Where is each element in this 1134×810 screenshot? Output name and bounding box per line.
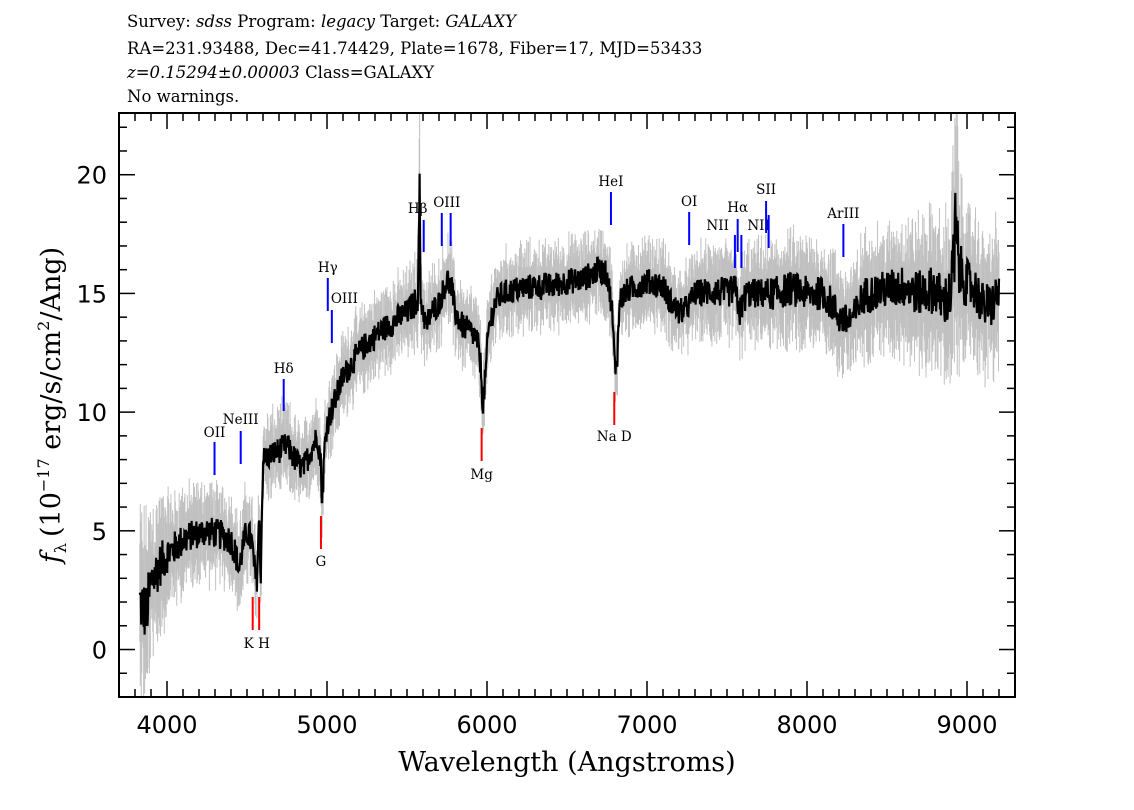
y-tick-label: 0 — [92, 637, 107, 665]
y-title-exp2: 2 — [34, 321, 53, 331]
spectral-line-na-d: Na D — [597, 392, 632, 445]
spectral-line-hδ: Hδ — [274, 361, 294, 411]
emission-line-label: OIII — [331, 291, 358, 307]
spectral-line-oiii: OIII — [330, 291, 358, 343]
y-tick-label: 15 — [76, 280, 107, 308]
x-tick-label: 8000 — [776, 711, 837, 739]
redshift-value: z=0.15294±0.00003 — [127, 63, 300, 82]
spectral-line-k: K — [244, 597, 255, 652]
header-line-survey: Survey: sdss Program: legacy Target: GAL… — [127, 12, 516, 32]
y-tick-label: 20 — [76, 162, 107, 190]
emission-line-label: ArIII — [826, 206, 859, 222]
absorption-line-label: G — [316, 554, 327, 570]
spectral-line-nii: NII — [740, 218, 770, 268]
survey-value: sdss — [196, 12, 233, 31]
emission-line-label: NII — [747, 218, 769, 234]
spectral-line-hα: Hα — [727, 200, 748, 252]
x-tick-label: 7000 — [616, 711, 677, 739]
emission-line-label: OIII — [433, 195, 460, 211]
flux-line — [138, 173, 1001, 635]
spectral-line-oii: OII — [204, 425, 226, 475]
emission-line-label: OI — [681, 194, 697, 210]
emission-line-label: SII — [756, 182, 776, 198]
header-line-coordinates: RA=231.93488, Dec=41.74429, Plate=1678, … — [127, 39, 703, 58]
absorption-line-label: K — [244, 636, 255, 652]
spectral-line-mg: Mg — [470, 428, 493, 483]
x-axis-title: Wavelength (Angstroms) — [398, 747, 735, 778]
y-axis-title: fλ (10−17 erg/s/cm2/Ang) — [34, 247, 70, 565]
emission-line-label: Hγ — [318, 260, 338, 276]
x-tick-label: 9000 — [936, 711, 997, 739]
absorption-line-label: Mg — [470, 467, 493, 483]
y-title-f: f — [36, 549, 67, 565]
x-tick-label: 5000 — [296, 711, 357, 739]
header-line-warnings: No warnings. — [127, 87, 240, 106]
y-title-pre: (10 — [36, 492, 67, 537]
y-tick-label: 10 — [76, 399, 107, 427]
emission-line-label: OII — [204, 425, 226, 441]
y-title-exp1: −17 — [34, 458, 53, 492]
spectral-line-nii: NII — [706, 218, 736, 268]
emission-line-label: NII — [706, 218, 728, 234]
header-line-redshift: z=0.15294±0.00003 Class=GALAXY — [127, 63, 434, 83]
spectral-line-hγ: Hγ — [318, 260, 338, 311]
axes: 4000 5000 6000 7000 8000 9000 0 5 10 15 20 — [76, 113, 1016, 739]
class-value: Class=GALAXY — [305, 63, 435, 82]
spectral-line-h: H — [258, 597, 270, 652]
spectral-line-neiii: NeIII — [223, 412, 259, 464]
emission-line-label: Hα — [727, 200, 748, 216]
program-label: Program: — [237, 12, 316, 31]
x-tick-label: 4000 — [136, 711, 197, 739]
emission-line-label: NeIII — [223, 412, 259, 428]
emission-line-label: HeI — [598, 174, 623, 190]
spectral-line-oiii: OIII — [433, 195, 460, 246]
target-label: Target: — [380, 12, 441, 31]
spectral-line-hβ: Hβ — [408, 201, 428, 252]
survey-label: Survey: — [127, 12, 191, 31]
y-title-mid: erg/s/cm — [36, 331, 67, 459]
spectral-line-g: G — [316, 516, 327, 570]
x-tick-label: 6000 — [456, 711, 517, 739]
emission-line-label: Hδ — [274, 361, 294, 377]
y-tick-label: 5 — [92, 518, 107, 546]
y-title-sub: λ — [51, 543, 70, 553]
spectral-line-hei: HeI — [598, 174, 624, 225]
absorption-line-label: Na D — [597, 429, 632, 445]
y-title-post: /Ang) — [36, 247, 67, 321]
target-value: GALAXY — [445, 12, 517, 31]
spectral-line-sii: SII — [756, 182, 776, 233]
emission-line-label: Hβ — [408, 201, 428, 217]
error-band — [139, 113, 1000, 697]
absorption-line-label: H — [258, 636, 270, 652]
program-value: legacy — [320, 12, 375, 31]
spectral-line-ariii: ArIII — [826, 206, 859, 257]
spectral-line-oi: OI — [681, 194, 697, 245]
